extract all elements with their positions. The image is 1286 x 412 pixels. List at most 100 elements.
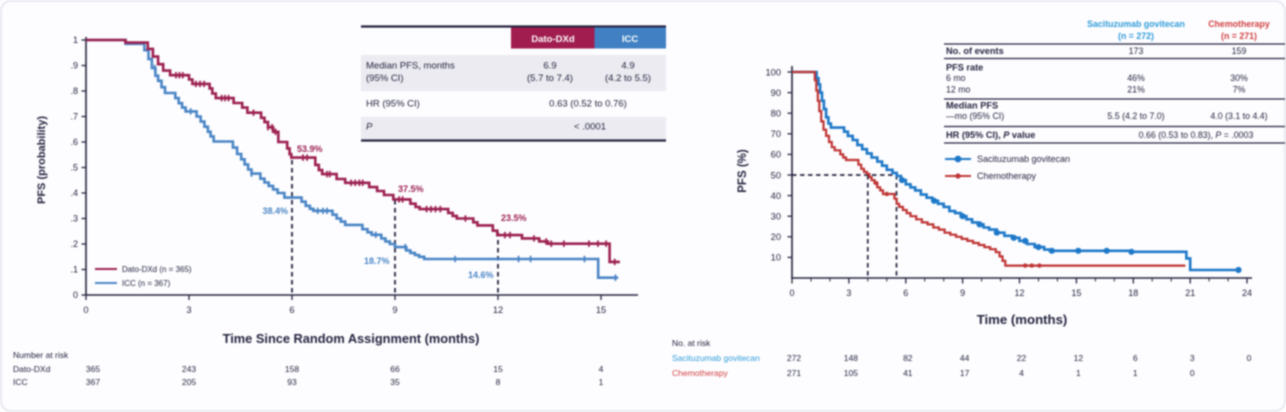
svg-text:35: 35 (390, 377, 400, 387)
svg-text:272: 272 (787, 353, 801, 363)
svg-text:.8: .8 (70, 86, 78, 96)
svg-text:Dato-DXd: Dato-DXd (13, 364, 51, 374)
svg-text:40: 40 (771, 191, 781, 201)
svg-text:—mo (95% CI): —mo (95% CI) (946, 111, 1004, 121)
svg-text:6: 6 (1133, 353, 1138, 363)
svg-text:Time (months): Time (months) (977, 312, 1068, 327)
svg-text:18: 18 (1128, 288, 1138, 298)
svg-text:0.66 (0.53 to 0.83), P = .0003: 0.66 (0.53 to 0.83), P = .0003 (1139, 130, 1254, 140)
svg-text:15: 15 (596, 305, 606, 315)
svg-text:12: 12 (493, 305, 503, 315)
svg-text:No. at risk: No. at risk (672, 338, 711, 348)
svg-text:ICC (n = 367): ICC (n = 367) (122, 279, 171, 288)
svg-text:148: 148 (844, 353, 858, 363)
svg-text:30: 30 (771, 212, 781, 222)
svg-text:PFS rate: PFS rate (946, 63, 983, 73)
svg-text:(4.2 to 5.5): (4.2 to 5.5) (605, 73, 651, 84)
svg-text:12: 12 (1074, 353, 1084, 363)
svg-text:HR (95% CI): HR (95% CI) (366, 99, 420, 110)
svg-text:30%: 30% (1230, 73, 1248, 83)
svg-text:< .0001: < .0001 (574, 122, 606, 133)
svg-text:367: 367 (86, 377, 100, 387)
svg-text:0: 0 (789, 288, 794, 298)
svg-text:Dato-DXd (n = 365): Dato-DXd (n = 365) (122, 265, 192, 274)
svg-text:.7: .7 (70, 112, 78, 122)
svg-text:60: 60 (771, 150, 781, 160)
svg-text:(95% CI): (95% CI) (366, 73, 403, 84)
svg-text:1: 1 (599, 377, 604, 387)
svg-text:0.63 (0.52 to 0.76): 0.63 (0.52 to 0.76) (549, 99, 627, 110)
svg-text:Chemotherapy: Chemotherapy (977, 171, 1037, 181)
svg-text:70: 70 (771, 129, 781, 139)
svg-text:100: 100 (765, 67, 781, 77)
svg-text:(n = 272): (n = 272) (1118, 31, 1154, 41)
svg-text:4.9: 4.9 (621, 61, 634, 72)
svg-text:159: 159 (1232, 46, 1247, 56)
svg-text:Sacituzumab govitecan: Sacituzumab govitecan (977, 154, 1070, 164)
svg-text:18.7%: 18.7% (364, 256, 390, 266)
svg-text:1: 1 (1133, 368, 1138, 378)
svg-text:93: 93 (287, 377, 297, 387)
svg-text:3: 3 (186, 305, 191, 315)
svg-text:23.5%: 23.5% (501, 213, 527, 223)
svg-text:173: 173 (1129, 46, 1144, 56)
svg-text:.6: .6 (70, 137, 78, 147)
svg-text:37.5%: 37.5% (398, 184, 424, 194)
svg-text:Sacituzumab govitecan: Sacituzumab govitecan (672, 353, 760, 363)
svg-text:21%: 21% (1127, 85, 1145, 95)
svg-text:1: 1 (73, 35, 78, 45)
svg-text:Sacituzumab govitecan: Sacituzumab govitecan (1087, 19, 1185, 29)
svg-text:.9: .9 (70, 61, 78, 71)
svg-text:6: 6 (289, 305, 294, 315)
svg-text:(n = 271): (n = 271) (1221, 31, 1257, 41)
svg-text:3: 3 (846, 288, 851, 298)
svg-text:14.6%: 14.6% (468, 270, 494, 280)
svg-text:Number at risk: Number at risk (13, 350, 69, 360)
svg-text:PFS (%): PFS (%) (737, 149, 749, 193)
svg-text:158: 158 (285, 364, 299, 374)
svg-text:24: 24 (1242, 288, 1252, 298)
svg-text:21: 21 (1185, 288, 1195, 298)
svg-text:7%: 7% (1233, 85, 1246, 95)
svg-text:6: 6 (903, 288, 908, 298)
svg-text:22: 22 (1017, 353, 1027, 363)
svg-text:HR (95% CI), P value: HR (95% CI), P value (946, 130, 1035, 140)
svg-text:90: 90 (771, 88, 781, 98)
svg-text:Dato-DXd: Dato-DXd (531, 34, 574, 45)
svg-text:12 mo: 12 mo (946, 85, 971, 95)
svg-text:66: 66 (390, 364, 400, 374)
svg-text:6 mo: 6 mo (946, 73, 966, 83)
svg-text:365: 365 (86, 364, 100, 374)
svg-text:46%: 46% (1127, 73, 1145, 83)
svg-text:.1: .1 (70, 265, 78, 275)
svg-text:8: 8 (496, 377, 501, 387)
svg-text:17: 17 (960, 368, 970, 378)
svg-text:(5.7 to 7.4): (5.7 to 7.4) (527, 73, 573, 84)
svg-text:Time Since Random Assignment (: Time Since Random Assignment (months) (223, 331, 480, 346)
svg-text:4: 4 (1019, 368, 1024, 378)
svg-text:15: 15 (493, 364, 503, 374)
svg-text:205: 205 (182, 377, 196, 387)
svg-text:Median PFS, months: Median PFS, months (366, 61, 455, 72)
svg-text:50: 50 (771, 170, 781, 180)
svg-text:Chemotherapy: Chemotherapy (1208, 19, 1270, 29)
svg-text:4.0 (3.1 to 4.4): 4.0 (3.1 to 4.4) (1210, 111, 1267, 121)
svg-text:9: 9 (392, 305, 397, 315)
svg-text:243: 243 (182, 364, 196, 374)
svg-text:ICC: ICC (13, 377, 28, 387)
svg-text:.5: .5 (70, 163, 78, 173)
svg-text:82: 82 (903, 353, 913, 363)
svg-text:.4: .4 (70, 188, 78, 198)
svg-text:105: 105 (844, 368, 858, 378)
svg-text:PFS (probability): PFS (probability) (36, 116, 48, 204)
svg-text:9: 9 (960, 288, 965, 298)
svg-text:P: P (366, 122, 373, 133)
svg-text:Median PFS: Median PFS (946, 101, 998, 111)
svg-text:15: 15 (1071, 288, 1081, 298)
svg-text:.3: .3 (70, 214, 78, 224)
svg-text:Chemotherapy: Chemotherapy (672, 368, 729, 378)
svg-text:0: 0 (1190, 368, 1195, 378)
svg-text:0: 0 (1247, 353, 1252, 363)
svg-text:ICC: ICC (622, 34, 639, 45)
svg-text:.2: .2 (70, 239, 78, 249)
